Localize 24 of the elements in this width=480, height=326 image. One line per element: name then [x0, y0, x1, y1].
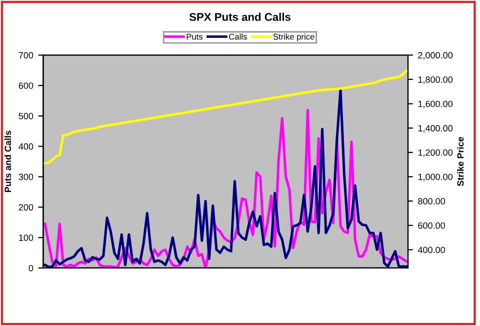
y-tick-label: 400: [18, 143, 34, 150]
y-tick-label: 600: [18, 82, 34, 89]
y2-tick-label: 1,800.00: [418, 76, 453, 84]
y-tick-label: 500: [18, 112, 34, 120]
legend-label: Puts: [186, 34, 203, 40]
y-tick-label: 200: [18, 204, 34, 211]
y2-axis-title: Strike Price: [457, 137, 464, 186]
y2-tick-label: 1,400.00: [418, 125, 453, 133]
y2-tick-label: 800.00: [418, 198, 445, 204]
y2-tick-label: 1,000.00: [418, 174, 453, 182]
y2-tick-label: 1,600.00: [418, 100, 453, 108]
y-axis-title: Puts and Calls: [4, 130, 12, 192]
y2-tick-label: 600.00: [418, 222, 445, 229]
y2-tick-label: 400.00: [418, 246, 445, 254]
y-tick-label: 0: [28, 264, 34, 272]
y-tick-label: 100: [19, 234, 34, 241]
y-tick-label: 700: [18, 52, 34, 58]
y2-tick-label: 2,000.00: [418, 52, 453, 60]
line-series: [44, 70, 408, 165]
y-tick-label: 300: [18, 174, 34, 180]
legend-label: Strike price: [273, 34, 314, 42]
y2-tick-label: 1,200.00: [418, 149, 453, 157]
chart-title: SPX Puts and Calls: [189, 12, 290, 21]
legend-label: Calls: [229, 34, 247, 40]
